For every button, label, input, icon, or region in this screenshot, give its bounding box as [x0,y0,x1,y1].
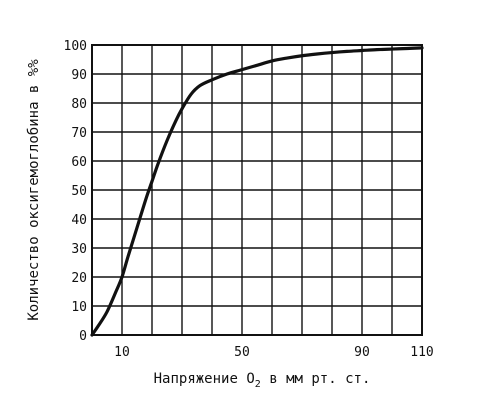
x-tick-label: 110 [410,345,433,360]
y-axis-label: Количество оксигемоглобина в %% [26,59,42,321]
x-axis-label-subscript: 2 [255,379,261,390]
x-axis-label-prefix: Напряжение O [154,371,255,387]
y-tick-label: 70 [71,126,87,141]
y-tick-label: 30 [71,242,87,257]
y-tick-label: 90 [71,68,87,83]
x-tick-labels: 10 50 90 110 [114,345,434,360]
y-tick-label: 40 [71,213,87,228]
y-tick-label: 60 [71,155,87,170]
x-axis-label-suffix: в мм рт. ст. [261,371,371,387]
grid [91,44,423,336]
plot-frame [91,44,423,336]
y-tick-label: 10 [71,300,87,315]
y-tick-label: 0 [79,329,87,344]
x-axis-label: Напряжение O2 в мм рт. ст. [154,371,371,390]
saturation-curve [90,46,424,337]
y-tick-label: 20 [71,271,87,286]
y-tick-labels: 0 10 20 30 40 50 60 70 80 90 100 [64,39,87,344]
x-tick-label: 90 [354,345,370,360]
y-tick-label: 80 [71,97,87,112]
x-tick-label: 50 [234,345,250,360]
y-tick-label: 100 [64,39,87,54]
x-tick-label: 10 [114,345,130,360]
y-tick-label: 50 [71,184,87,199]
